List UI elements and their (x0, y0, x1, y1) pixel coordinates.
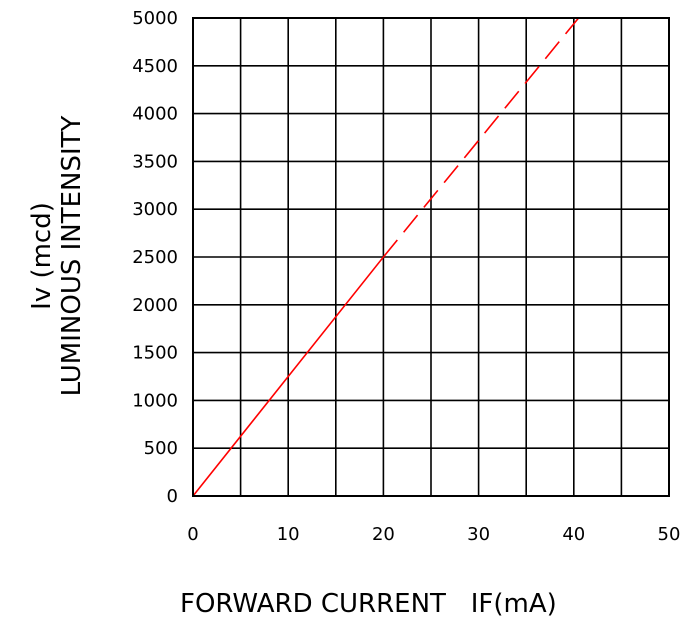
x-tick-label: 10 (277, 524, 300, 545)
x-tick-label: 20 (372, 524, 395, 545)
y-tick-label: 2500 (132, 247, 178, 268)
x-tick-labels: 0 10 20 30 40 50 (187, 524, 680, 545)
y-tick-labels: 0 500 1000 1500 2000 2500 3000 3500 4000 4500 5000 (132, 8, 178, 507)
x-axis-title: FORWARD CURRENT IF(mA) (180, 589, 557, 619)
y-tick-label: 1000 (132, 390, 178, 411)
x-tick-label: 0 (187, 524, 198, 545)
y-axis-title-quantity: LUMINOUS INTENSITY (57, 115, 87, 396)
y-tick-label: 2000 (132, 295, 178, 316)
x-tick-label: 50 (658, 524, 681, 545)
grid-layer (193, 18, 669, 496)
series-layer (192, 17, 580, 497)
series-line-measured (192, 256, 385, 497)
y-axis-title-unit: Iv (mcd) (27, 202, 57, 310)
y-tick-label: 500 (144, 438, 178, 459)
y-tick-label: 1500 (132, 343, 178, 364)
plot-frame (192, 17, 670, 497)
x-tick-label: 30 (467, 524, 490, 545)
y-tick-label: 0 (167, 486, 178, 507)
y-tick-label: 3500 (132, 151, 178, 172)
series-line-extrapolated (382, 17, 580, 258)
x-tick-label: 40 (562, 524, 585, 545)
y-tick-label: 5000 (132, 8, 178, 29)
y-tick-label: 4500 (132, 56, 178, 77)
y-tick-label: 4000 (132, 104, 178, 125)
y-tick-label: 3000 (132, 199, 178, 220)
